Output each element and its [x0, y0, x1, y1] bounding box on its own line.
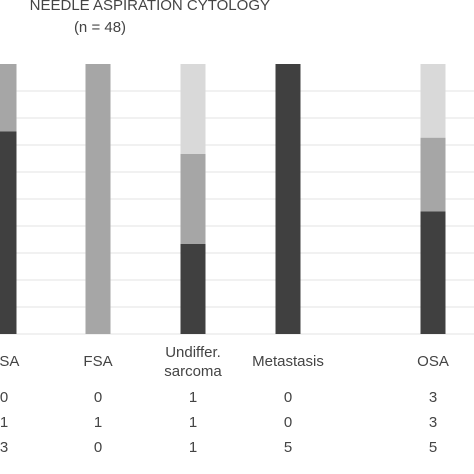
x-tick-label-line: sarcoma [164, 363, 222, 380]
bar-segment [0, 64, 17, 132]
x-tick-label: Undiffer. sarcoma [164, 344, 222, 380]
bar-segment [180, 64, 206, 154]
table-cell: 1 [94, 414, 102, 431]
bar-segment [420, 211, 446, 334]
bar-segment [275, 64, 301, 334]
chart-title: NEEDLE ASPIRATION CYTOLOGY [30, 0, 270, 14]
table-cell: 0 [284, 414, 292, 431]
table-cell: 3 [429, 414, 437, 431]
table-cell: 1 [0, 414, 8, 431]
table-cell: 0 [94, 439, 102, 456]
x-tick-label: Metastasis [252, 353, 324, 370]
x-tick-label: CSA [0, 353, 19, 370]
table-cell: 0 [0, 389, 8, 406]
bar-segment [180, 244, 206, 334]
chart-subtitle: (n = 48) [74, 19, 126, 36]
table-cell: 0 [94, 389, 102, 406]
x-tick-label: FSA [83, 353, 112, 370]
table-cell: 3 [0, 439, 8, 456]
table-cell: 1 [189, 389, 197, 406]
table-cell: 1 [189, 414, 197, 431]
bar-segment [85, 64, 111, 334]
table-cell: 3 [429, 389, 437, 406]
table-cell: 1 [189, 439, 197, 456]
table-cell: 5 [429, 439, 437, 456]
x-tick-label-line: Undiffer. [165, 344, 221, 361]
table-cell: 5 [284, 439, 292, 456]
bar-segment [420, 64, 446, 138]
table-cell: 0 [284, 389, 292, 406]
bar-segment [0, 131, 17, 334]
bar-segment [180, 154, 206, 244]
bar-segment [420, 137, 446, 212]
x-tick-label: OSA [417, 353, 449, 370]
